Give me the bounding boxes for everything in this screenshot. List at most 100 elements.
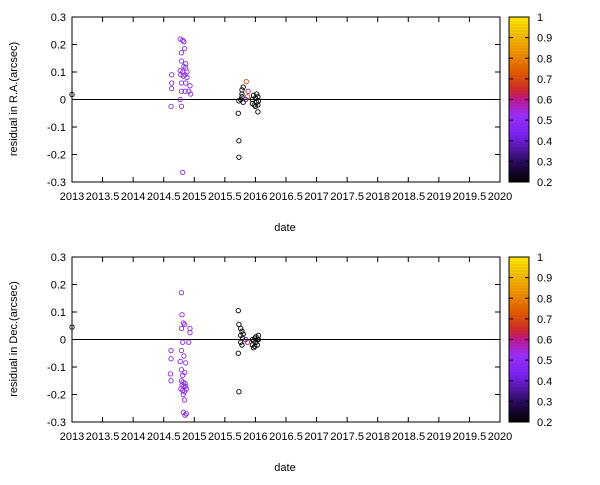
colorbar-tick-label: 0.8 <box>537 53 552 65</box>
y-tick-label: -0.2 <box>47 150 66 162</box>
x-tick-label: 2016.5 <box>269 191 303 203</box>
x-tick-label: 2013 <box>60 431 84 443</box>
data-point <box>183 80 189 86</box>
data-point <box>178 325 185 332</box>
data-point <box>255 109 261 115</box>
colorbar-tick-label: 0.6 <box>537 335 552 347</box>
data-point <box>178 58 185 64</box>
data-point <box>187 83 193 89</box>
data-point <box>255 98 262 104</box>
x-tick-label: 2017.5 <box>330 431 364 443</box>
data-point <box>178 50 185 56</box>
x-tick-label: 2018.5 <box>391 431 425 443</box>
colorbar-tick-label: 0.4 <box>537 136 552 148</box>
data-point <box>180 339 186 345</box>
colorbar-tick-label: 0.3 <box>537 396 552 408</box>
data-point <box>177 96 183 103</box>
data-point <box>254 342 260 348</box>
data-point <box>178 347 185 354</box>
x-tick-label: 2014 <box>121 431 145 443</box>
y-tick-label: -0.2 <box>47 390 66 402</box>
x-tick-label: 2015.5 <box>208 431 242 443</box>
colorbar-tick-label: 1 <box>537 12 543 24</box>
data-point <box>179 312 185 318</box>
data-point <box>236 321 242 328</box>
x-tick-label: 2020 <box>488 431 512 443</box>
y-tick-label: 0.2 <box>51 40 66 52</box>
data-point <box>181 45 188 52</box>
colorbar-tick-label: 0.7 <box>537 74 552 86</box>
data-point <box>168 356 174 362</box>
data-point <box>178 103 185 110</box>
colorbar-tick-label: 0.6 <box>537 95 552 107</box>
data-point <box>240 84 246 90</box>
ra-x-axis-label: date <box>274 222 295 234</box>
colorbar-tick-label: 0.5 <box>537 115 552 127</box>
data-point <box>180 320 186 326</box>
data-point <box>236 154 242 160</box>
data-point <box>235 110 241 116</box>
data-point <box>180 391 186 398</box>
data-point <box>177 358 183 365</box>
data-point <box>69 91 75 98</box>
x-tick-label: 2015 <box>182 191 206 203</box>
data-point <box>236 138 242 144</box>
x-tick-label: 2019 <box>427 431 451 443</box>
data-point <box>238 339 244 345</box>
data-point <box>182 412 188 418</box>
y-tick-label: 0 <box>60 95 66 107</box>
colorbar-tick-label: 0.2 <box>537 177 552 189</box>
x-tick-label: 2020 <box>488 191 512 203</box>
data-point <box>168 103 174 110</box>
data-point <box>187 91 194 97</box>
data-point <box>239 328 245 334</box>
colorbar-tick-label: 1 <box>537 252 543 264</box>
y-tick-label: -0.1 <box>47 362 66 374</box>
y-tick-label: 0.1 <box>51 307 66 319</box>
colorbar-tick-label: 0.4 <box>537 376 552 388</box>
x-tick-label: 2014.5 <box>147 431 181 443</box>
data-point <box>244 94 251 100</box>
y-tick-label: 0.1 <box>51 67 66 79</box>
data-point <box>183 360 189 366</box>
data-point <box>238 325 244 332</box>
x-tick-label: 2013 <box>60 191 84 203</box>
data-point <box>168 378 174 384</box>
colorbar-tick-label: 0.7 <box>537 314 552 326</box>
x-tick-label: 2019 <box>427 191 451 203</box>
colorbar-tick-label: 0.8 <box>537 293 552 305</box>
data-point <box>181 369 188 376</box>
data-point <box>169 85 175 92</box>
dec-y-axis-label: residual in Dec.(arcsec) <box>8 281 20 397</box>
data-point <box>180 37 186 44</box>
x-tick-label: 2019.5 <box>453 431 487 443</box>
y-tick-label: -0.3 <box>47 177 66 189</box>
y-tick-label: -0.1 <box>47 122 66 134</box>
ra-residual-panel: residual in R.A.(arcsec) date -0.3 -0.2 -0… <box>8 12 552 234</box>
data-point <box>240 331 246 337</box>
y-tick-label: 0.3 <box>51 12 66 24</box>
colorbar-tick-label: 0.9 <box>537 33 552 45</box>
colorbar-tick-label: 0.9 <box>537 273 552 285</box>
x-tick-label: 2016.5 <box>269 431 303 443</box>
data-point <box>236 389 242 395</box>
data-point <box>168 347 174 354</box>
data-point <box>183 386 189 392</box>
y-tick-label: 0 <box>60 335 66 347</box>
colorbar-tick-label: 0.2 <box>537 417 552 429</box>
data-point <box>240 99 246 105</box>
data-point <box>243 78 249 85</box>
data-point <box>182 380 188 387</box>
x-tick-label: 2016 <box>243 191 267 203</box>
dec-residual-panel: residual in Dec.(arcsec) date -0.3 -0.2 -0… <box>8 252 552 474</box>
data-point <box>239 94 245 100</box>
x-tick-label: 2014 <box>121 191 145 203</box>
data-point <box>182 88 188 94</box>
data-point <box>181 39 187 45</box>
data-point <box>255 336 262 343</box>
x-tick-label: 2017.5 <box>330 191 364 203</box>
y-tick-label: -0.3 <box>47 417 66 429</box>
data-point <box>254 91 260 97</box>
colorbar-tick-label: 0.3 <box>537 156 552 168</box>
data-point <box>186 339 192 345</box>
